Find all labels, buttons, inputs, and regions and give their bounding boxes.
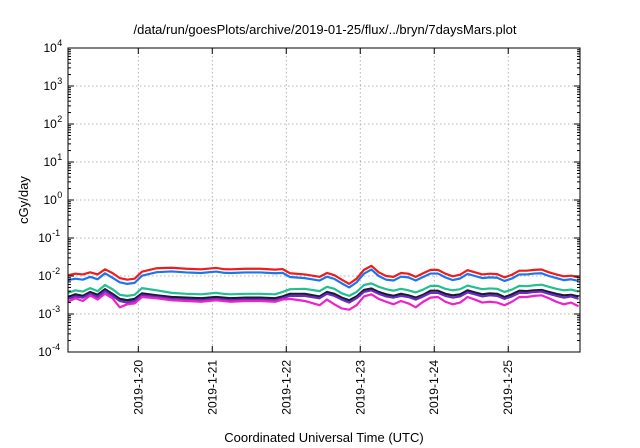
y-tick-label: 10-1 [38, 228, 60, 245]
grid [68, 48, 580, 352]
y-tick-exponent: -2 [52, 266, 60, 276]
x-tick-label: 2019-1-22 [279, 360, 293, 415]
x-tick-label: 2019-1-25 [501, 360, 515, 415]
series-line-red [67, 264, 579, 285]
y-tick-exponent: 2 [57, 114, 62, 124]
x-tick-label: 2019-1-20 [131, 360, 145, 415]
y-tick-exponent: 4 [57, 38, 62, 48]
y-tick-exponent: -1 [52, 228, 60, 238]
series-layer [67, 264, 580, 311]
series-line-blue [67, 268, 579, 289]
y-tick-exponent: -4 [52, 342, 60, 352]
y-tick-label: 101 [43, 152, 62, 169]
y-tick-exponent: -3 [52, 304, 60, 314]
x-axis: 2019-1-20 2019-1-21 2019-1-22 2019-1-23 2019… [131, 48, 515, 415]
y-tick-label: 103 [43, 76, 62, 93]
y-tick-exponent: 0 [57, 190, 62, 200]
y-tick-label: 10-2 [38, 266, 60, 283]
y-tick-label: 104 [43, 38, 62, 55]
y-tick-label: 10-3 [38, 304, 60, 321]
series-line-black [67, 287, 579, 302]
y-tick-exponent: 1 [57, 152, 62, 162]
x-tick-label: 2019-1-21 [205, 360, 219, 415]
series-line-purple [67, 289, 579, 304]
x-tick-label: 2019-1-23 [353, 360, 367, 415]
y-tick-label: 10-4 [38, 342, 60, 359]
series-line-teal [67, 282, 579, 297]
y-axis-label: cGy/day [16, 176, 31, 224]
x-tick-label: 2019-1-24 [427, 360, 441, 415]
x-axis-label: Coordinated Universal Time (UTC) [224, 430, 423, 445]
y-tick-exponent: 3 [57, 76, 62, 86]
series-line-magenta [67, 292, 580, 311]
y-tick-label: 100 [43, 190, 62, 207]
chart-title: /data/run/goesPlots/archive/2019-01-25/f… [134, 22, 517, 37]
y-tick-label: 102 [43, 114, 62, 131]
